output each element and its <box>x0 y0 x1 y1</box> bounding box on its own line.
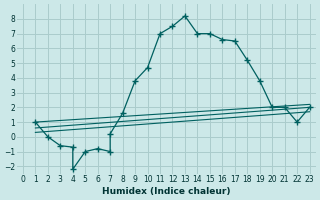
X-axis label: Humidex (Indice chaleur): Humidex (Indice chaleur) <box>102 187 230 196</box>
